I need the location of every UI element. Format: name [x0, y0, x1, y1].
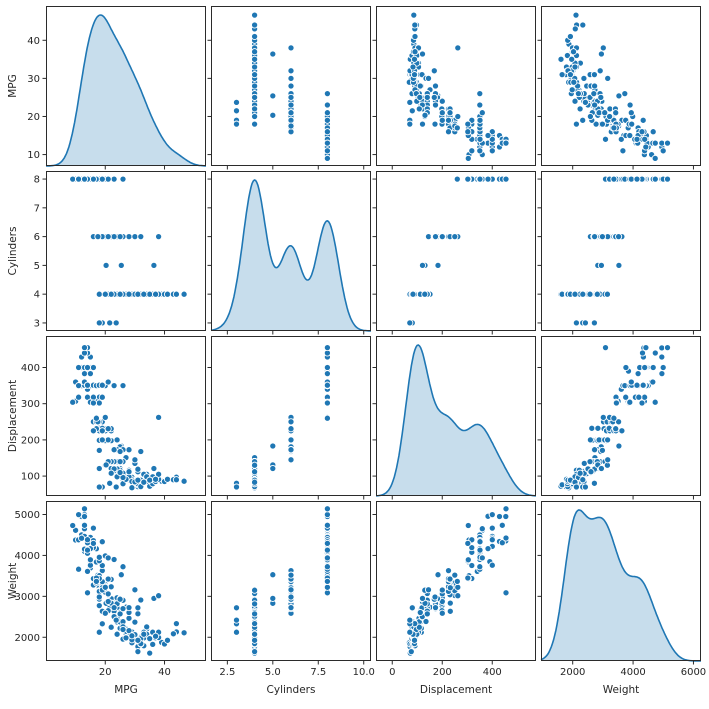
subplot-mpg-vs-displacement: [372, 6, 536, 170]
x-tick-label: 7.5: [310, 667, 326, 678]
subplot-weight-vs-weight: 2000 4000 6000: [537, 501, 706, 678]
y-axis-label-cylinders: Cylinders: [7, 226, 19, 276]
x-axis-label-displacement: Displacement: [419, 684, 493, 696]
subplot-displacement-vs-cylinders: [207, 336, 371, 500]
x-axis-label-cylinders: Cylinders: [266, 684, 316, 696]
x-tick-label: 400: [483, 667, 502, 678]
subplot-displacement-vs-mpg: 100 200 300 400: [21, 336, 206, 500]
x-tick-label: 20: [99, 667, 112, 678]
y-axis-label-displacement: Displacement: [7, 379, 19, 453]
subplot-weight-vs-displacement: 0 200 400: [372, 501, 536, 678]
subplot-displacement-vs-displacement: [372, 336, 536, 500]
subplot-mpg-vs-cylinders: [207, 6, 371, 170]
subplot-cylinders-vs-cylinders: [207, 171, 371, 335]
subplot-weight-vs-cylinders: 2.5 5.0 7.5 10.0: [207, 501, 375, 678]
y-tick-label: 5: [34, 261, 40, 272]
x-tick-label: 2000: [560, 667, 585, 678]
y-tick-label: 4000: [15, 551, 40, 562]
y-tick-label: 300: [21, 399, 40, 410]
x-tick-label: 2.5: [219, 667, 235, 678]
y-tick-label: 2000: [15, 633, 40, 644]
subplot-mpg-vs-weight: [537, 6, 701, 170]
x-tick-label: 10.0: [353, 667, 375, 678]
subplot-cylinders-vs-mpg: 3 4 5 6 7 8: [34, 171, 206, 335]
x-tick-label: 5.0: [265, 667, 281, 678]
y-tick-label: 400: [21, 363, 40, 374]
x-tick-label: 0: [389, 667, 395, 678]
subplot-cylinders-vs-weight: [537, 171, 701, 335]
y-tick-label: 4: [34, 290, 40, 301]
y-tick-label: 100: [21, 472, 40, 483]
y-axis-label-mpg: MPG: [7, 74, 19, 98]
x-tick-label: 40: [158, 667, 171, 678]
x-tick-label: 200: [433, 667, 452, 678]
y-axis-label-weight: Weight: [7, 562, 19, 600]
y-tick-label: 8: [34, 175, 40, 186]
x-tick-label: 6000: [681, 667, 706, 678]
y-tick-label: 10: [27, 150, 40, 161]
y-tick-label: 3000: [15, 592, 40, 603]
y-tick-label: 20: [27, 112, 40, 123]
x-axis-label-weight: Weight: [602, 684, 640, 696]
y-tick-label: 3: [34, 318, 40, 329]
subplot-weight-vs-mpg: 20 40 2000 3000 4000 5000: [15, 501, 206, 678]
y-tick-label: 5000: [15, 510, 40, 521]
y-tick-label: 6: [34, 232, 40, 243]
y-tick-label: 40: [27, 36, 40, 47]
x-axis-label-mpg: MPG: [114, 684, 138, 696]
y-tick-label: 200: [21, 435, 40, 446]
subplot-cylinders-vs-displacement: [372, 171, 536, 335]
x-tick-label: 4000: [620, 667, 645, 678]
y-tick-label: 30: [27, 74, 40, 85]
y-tick-label: 7: [34, 203, 40, 214]
subplot-mpg-vs-mpg: 10 20 30 40: [27, 6, 206, 170]
subplot-displacement-vs-weight: [537, 336, 701, 500]
